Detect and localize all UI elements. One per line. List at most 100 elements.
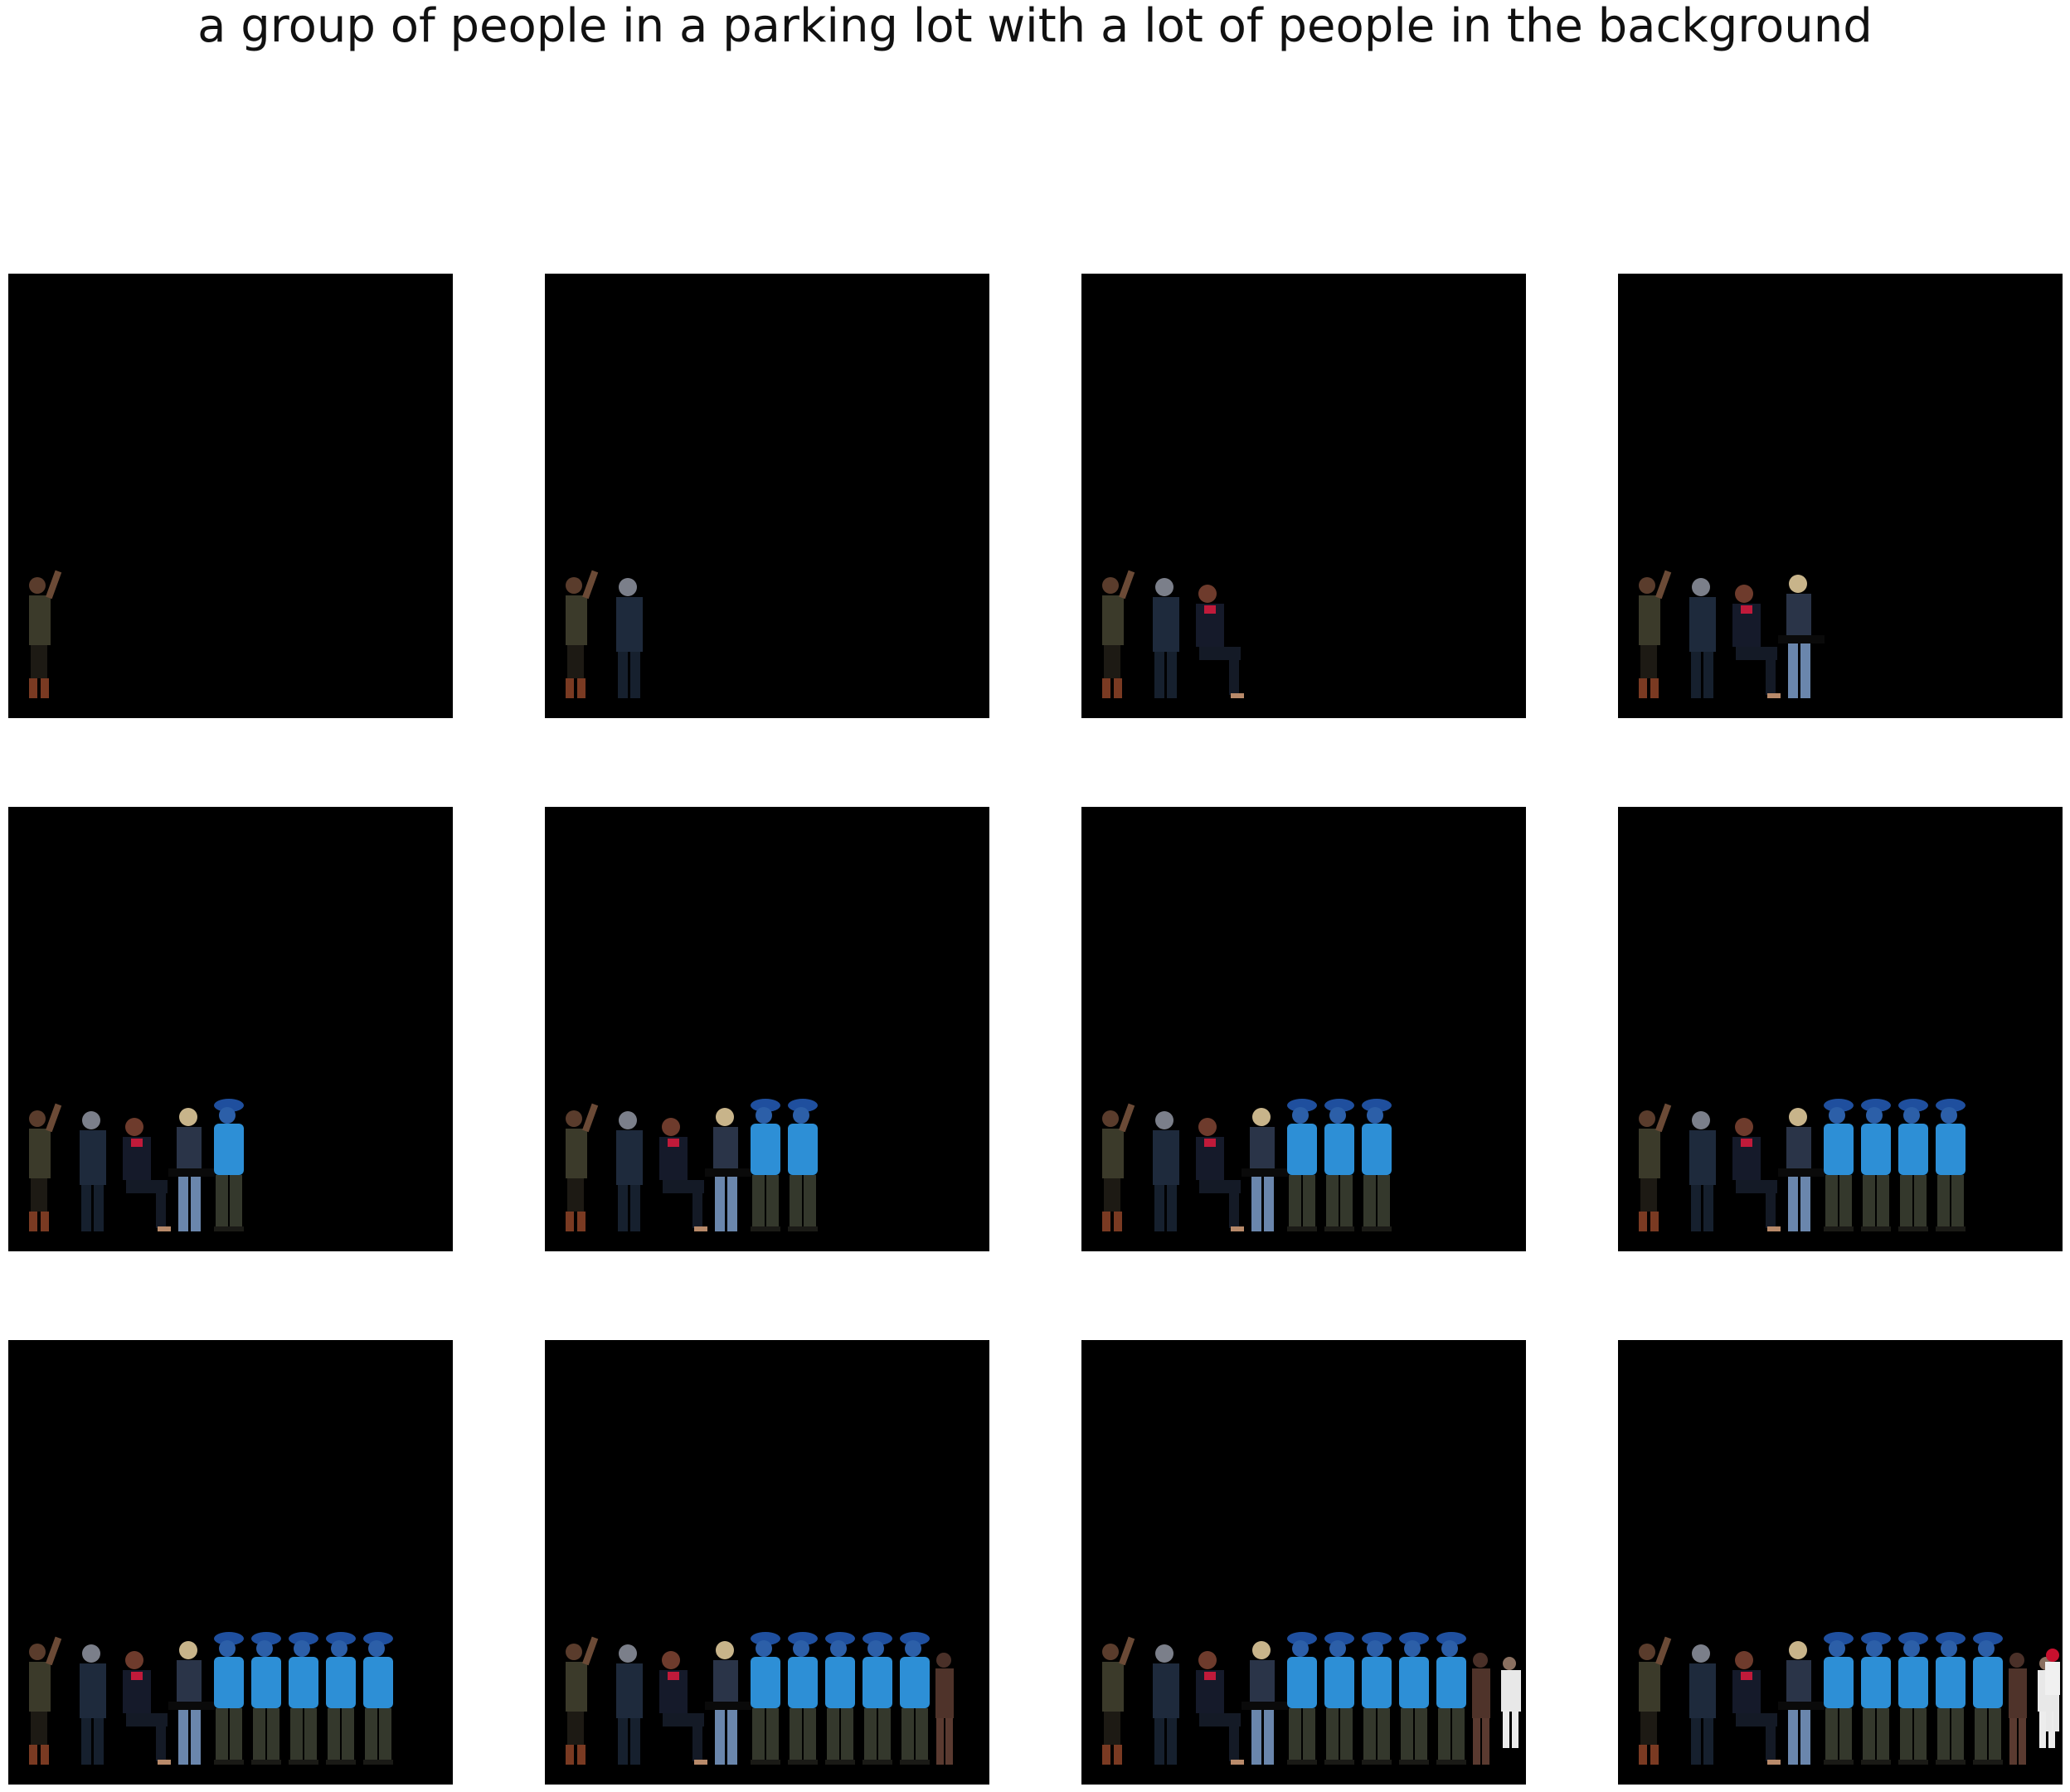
image-panel	[8, 274, 453, 718]
person-figure	[751, 1632, 780, 1765]
panel-canvas	[1639, 570, 1825, 698]
panel-canvas	[566, 1099, 818, 1231]
panel-canvas	[29, 1099, 244, 1231]
person-figure	[1196, 1651, 1244, 1765]
person-figure	[1689, 1644, 1716, 1765]
person-figure	[1639, 570, 1672, 698]
person-figure	[326, 1632, 356, 1765]
person-figure	[751, 1099, 780, 1231]
person-figure	[1639, 1636, 1672, 1765]
person-figure	[659, 1118, 707, 1231]
person-figure	[788, 1632, 818, 1765]
person-figure	[705, 1641, 751, 1765]
person-figure	[1153, 1111, 1179, 1231]
person-figure	[1362, 1099, 1392, 1231]
panel-canvas	[1102, 570, 1244, 698]
image-panel	[1081, 274, 1526, 718]
figure-title: a group of people in a parking lot with …	[197, 0, 1873, 53]
panel-canvas	[1102, 1632, 1521, 1765]
panel-canvas	[1102, 1099, 1392, 1231]
person-figure	[123, 1118, 171, 1231]
person-figure	[1287, 1632, 1317, 1765]
person-figure	[1861, 1099, 1891, 1231]
person-figure	[214, 1099, 244, 1231]
image-panel	[8, 1340, 453, 1785]
panel-canvas	[566, 1632, 954, 1765]
person-figure	[616, 1111, 643, 1231]
person-figure	[2045, 1649, 2060, 1731]
person-figure	[29, 1636, 62, 1765]
image-panel	[8, 807, 453, 1251]
person-figure	[1689, 578, 1716, 698]
person-figure	[1362, 1632, 1392, 1765]
person-figure	[1732, 585, 1781, 698]
person-figure	[616, 578, 643, 698]
person-figure	[1242, 1641, 1288, 1765]
person-figure	[2009, 1653, 2027, 1765]
person-figure	[705, 1108, 751, 1231]
person-figure	[1778, 1108, 1825, 1231]
person-figure	[659, 1651, 707, 1765]
person-figure	[566, 570, 599, 698]
person-figure	[1102, 570, 1135, 698]
person-figure	[123, 1651, 171, 1765]
person-figure	[1689, 1111, 1716, 1231]
person-figure	[935, 1653, 954, 1765]
person-figure	[168, 1108, 215, 1231]
person-figure	[80, 1644, 106, 1765]
person-figure	[168, 1641, 215, 1765]
person-figure	[1936, 1099, 1966, 1231]
panel-canvas	[1639, 1099, 1966, 1231]
person-figure	[1824, 1099, 1854, 1231]
image-panel	[1081, 807, 1526, 1251]
person-figure	[1732, 1651, 1781, 1765]
image-panel	[1618, 807, 2063, 1251]
person-figure	[1639, 1103, 1672, 1231]
person-figure	[1153, 578, 1179, 698]
person-figure	[1861, 1632, 1891, 1765]
person-figure	[1824, 1632, 1854, 1765]
person-figure	[566, 1103, 599, 1231]
person-figure	[1936, 1632, 1966, 1765]
person-figure	[788, 1099, 818, 1231]
person-figure	[1102, 1636, 1135, 1765]
person-figure	[1324, 1099, 1354, 1231]
person-figure	[1153, 1644, 1179, 1765]
panel-canvas	[1639, 1632, 2060, 1765]
person-figure	[900, 1632, 930, 1765]
person-figure	[1242, 1108, 1288, 1231]
image-panel	[545, 274, 989, 718]
person-figure	[1196, 1118, 1244, 1231]
person-figure	[1287, 1099, 1317, 1231]
person-figure	[1196, 585, 1244, 698]
person-figure	[1472, 1653, 1490, 1765]
person-figure	[1898, 1099, 1928, 1231]
image-panel	[1081, 1340, 1526, 1785]
panel-canvas	[29, 570, 62, 698]
person-figure	[825, 1632, 855, 1765]
person-figure	[29, 1103, 62, 1231]
person-figure	[1324, 1632, 1354, 1765]
person-figure	[862, 1632, 892, 1765]
image-panel	[545, 1340, 989, 1785]
person-figure	[1501, 1657, 1521, 1748]
person-figure	[1898, 1632, 1928, 1765]
person-figure	[289, 1632, 318, 1765]
panel-canvas	[566, 570, 643, 698]
image-panel	[1618, 1340, 2063, 1785]
image-panel	[545, 807, 989, 1251]
person-figure	[1102, 1103, 1135, 1231]
panel-canvas	[29, 1632, 393, 1765]
person-figure	[616, 1644, 643, 1765]
image-panel	[1618, 274, 2063, 718]
person-figure	[29, 570, 62, 698]
person-figure	[1399, 1632, 1429, 1765]
person-figure	[251, 1632, 281, 1765]
person-figure	[363, 1632, 393, 1765]
person-figure	[1778, 575, 1825, 698]
person-figure	[1973, 1632, 2003, 1765]
person-figure	[566, 1636, 599, 1765]
person-figure	[1778, 1641, 1825, 1765]
person-figure	[1436, 1632, 1466, 1765]
person-figure	[80, 1111, 106, 1231]
